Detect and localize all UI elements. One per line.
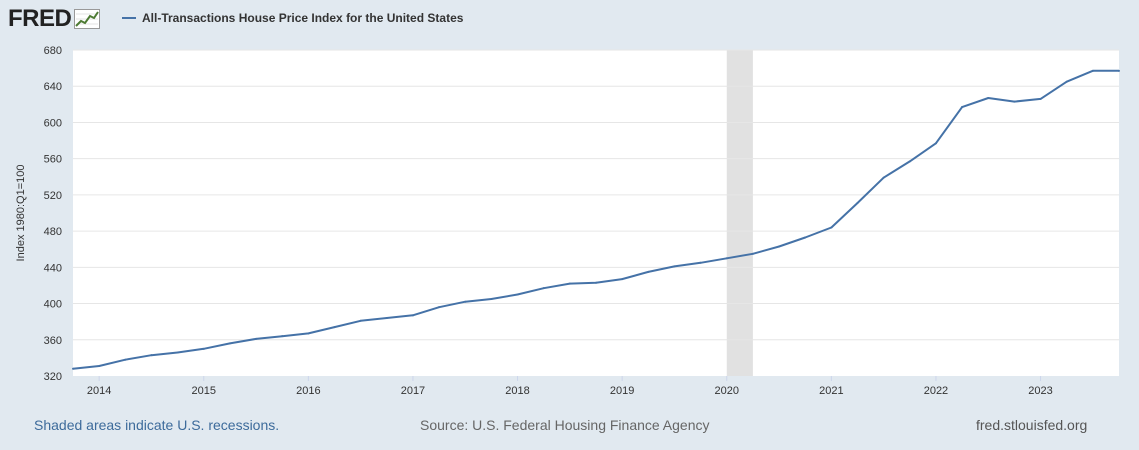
data-point[interactable]	[725, 257, 728, 260]
recessions-note-link[interactable]: Shaded areas indicate U.S. recessions.	[34, 417, 280, 433]
data-point[interactable]	[333, 326, 336, 329]
data-point[interactable]	[281, 335, 284, 338]
chart-legend: All-Transactions House Price Index for t…	[122, 11, 463, 25]
recession-band	[726, 50, 753, 376]
data-point[interactable]	[934, 142, 937, 145]
y-tick-label: 440	[44, 262, 62, 274]
data-point[interactable]	[202, 347, 205, 350]
data-point[interactable]	[908, 160, 911, 163]
data-point[interactable]	[647, 270, 650, 273]
y-tick-label: 360	[44, 335, 62, 347]
data-point[interactable]	[621, 278, 624, 281]
x-tick-label: 2015	[192, 385, 216, 397]
data-point[interactable]	[464, 300, 467, 303]
x-tick-label: 2017	[401, 385, 425, 397]
x-tick-label: 2019	[610, 385, 634, 397]
y-tick-label: 480	[44, 226, 62, 238]
data-point[interactable]	[856, 202, 859, 205]
data-point[interactable]	[987, 96, 990, 99]
legend-label: All-Transactions House Price Index for t…	[142, 11, 464, 25]
y-tick-label: 560	[44, 154, 62, 166]
y-tick-label: 600	[44, 117, 62, 129]
data-point[interactable]	[542, 287, 545, 290]
y-tick-label: 680	[44, 45, 62, 57]
data-point[interactable]	[150, 354, 153, 357]
y-tick-label: 640	[44, 81, 62, 93]
data-point[interactable]	[228, 342, 231, 345]
data-point[interactable]	[411, 314, 414, 317]
data-point[interactable]	[595, 281, 597, 284]
x-tick-label: 2021	[819, 385, 843, 397]
data-point[interactable]	[568, 282, 571, 285]
data-point[interactable]	[830, 226, 833, 229]
data-point[interactable]	[1039, 97, 1042, 100]
x-tick-label: 2016	[296, 385, 320, 397]
site-url[interactable]: fred.stlouisfed.org	[976, 417, 1088, 433]
data-point[interactable]	[961, 106, 964, 109]
x-tick-label: 2023	[1028, 385, 1052, 397]
trend-graph-icon	[74, 9, 101, 29]
data-point[interactable]	[516, 293, 519, 296]
x-tick-label: 2022	[924, 385, 948, 397]
data-point[interactable]	[1065, 80, 1068, 83]
data-point[interactable]	[778, 245, 781, 248]
data-point[interactable]	[124, 358, 127, 361]
data-point[interactable]	[307, 332, 310, 335]
data-point[interactable]	[1091, 69, 1094, 72]
data-point[interactable]	[490, 298, 493, 301]
data-point[interactable]	[438, 306, 441, 309]
data-point[interactable]	[882, 176, 885, 179]
data-point[interactable]	[804, 236, 807, 239]
y-tick-label: 520	[44, 190, 62, 202]
x-tick-label: 2018	[505, 385, 529, 397]
data-point[interactable]	[359, 319, 362, 322]
fred-logo-text: FRED	[8, 5, 72, 32]
source-note: Source: U.S. Federal Housing Finance Age…	[420, 417, 710, 433]
y-tick-label: 400	[44, 299, 62, 311]
y-tick-label: 320	[44, 371, 62, 383]
plot-area	[73, 50, 1119, 376]
fred-logo[interactable]: FRED	[8, 5, 101, 33]
data-point[interactable]	[699, 261, 702, 264]
data-point[interactable]	[72, 367, 74, 370]
x-tick-label: 2014	[87, 385, 111, 397]
data-point[interactable]	[385, 317, 388, 320]
data-point[interactable]	[751, 252, 754, 255]
data-point[interactable]	[176, 351, 179, 354]
data-point[interactable]	[255, 337, 258, 340]
data-point[interactable]	[1013, 100, 1016, 103]
x-tick-label: 2020	[715, 385, 739, 397]
data-point[interactable]	[673, 265, 676, 268]
y-axis-label: Index 1980:Q1=100	[15, 165, 27, 262]
legend-line-swatch	[122, 17, 136, 19]
data-point[interactable]	[1118, 69, 1120, 72]
data-point[interactable]	[98, 365, 101, 368]
